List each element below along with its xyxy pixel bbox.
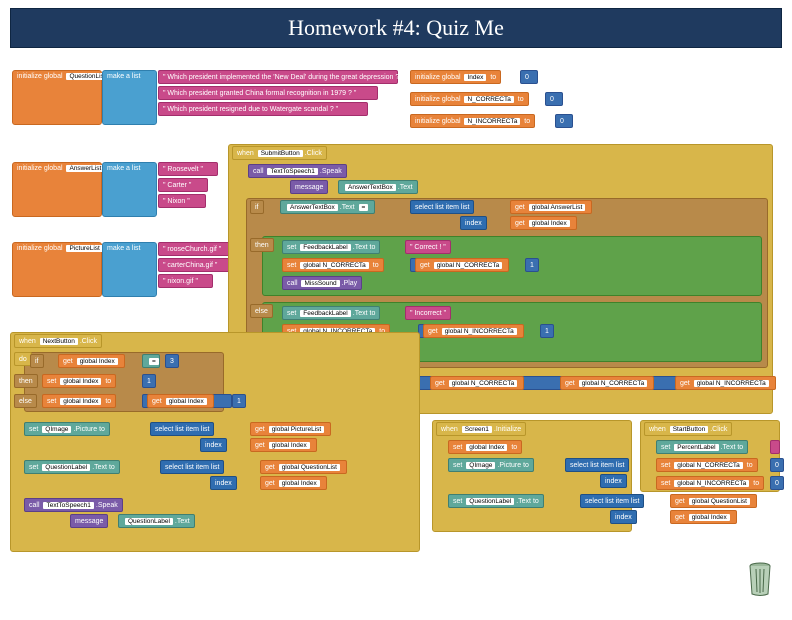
set-ncorrect[interactable]: set global N_CORRECTa to bbox=[282, 258, 384, 272]
answer-3[interactable]: " Nixon " bbox=[158, 194, 206, 208]
when-start[interactable]: when StartButton.Click bbox=[644, 422, 732, 436]
init-index[interactable]: initialize global Index to bbox=[410, 70, 501, 84]
next-if[interactable]: if bbox=[30, 354, 44, 368]
set-index-init[interactable]: set global Index to bbox=[448, 440, 522, 454]
init-get-q[interactable]: get global QuestionList bbox=[670, 494, 757, 508]
question-item-2[interactable]: " Which president granted China formal r… bbox=[158, 86, 378, 100]
select-qlist[interactable]: select list item list bbox=[160, 460, 224, 474]
correct-text[interactable]: " Correct ! " bbox=[405, 240, 451, 254]
plus-one[interactable]: 1 bbox=[525, 258, 539, 272]
get-ncorrect[interactable]: get global N_CORRECTa bbox=[415, 258, 509, 272]
next-then: then bbox=[14, 374, 38, 388]
get-ncorrect-pct[interactable]: get global N_CORRECTa bbox=[430, 376, 524, 390]
incorrect-text[interactable]: " Incorrect " bbox=[405, 306, 451, 320]
one-next2[interactable]: 1 bbox=[232, 394, 246, 408]
question-item-3[interactable]: " Which president resigned due to Waterg… bbox=[158, 102, 368, 116]
set-feedback-incorrect[interactable]: set FeedbackLabel.Text to bbox=[282, 306, 380, 320]
answer-1[interactable]: " Roosevelt " bbox=[158, 162, 218, 176]
init-ncorrect[interactable]: initialize global N_CORRECTa to bbox=[410, 92, 529, 106]
title-bar: Homework #4: Quiz Me bbox=[10, 8, 782, 48]
qlist-index: index bbox=[210, 476, 237, 490]
get-nincorrect-pct[interactable]: get global N_INCORRECTa bbox=[675, 376, 776, 390]
ncorrect-val[interactable]: 0 bbox=[545, 92, 563, 106]
zero-1[interactable]: 0 bbox=[770, 458, 784, 472]
init-nincorrect[interactable]: initialize global N_INCORRECTa to bbox=[410, 114, 535, 128]
index-val[interactable]: 0 bbox=[520, 70, 538, 84]
set-percent-start[interactable]: set PercentLabel.Text to bbox=[656, 440, 748, 454]
set-ncorrect-start[interactable]: set global N_CORRECTa to bbox=[656, 458, 758, 472]
set-qlabel[interactable]: set QuestionLabel.Text to bbox=[24, 460, 120, 474]
three[interactable]: 3 bbox=[165, 354, 179, 368]
select-answerlist[interactable]: select list item list bbox=[410, 200, 474, 214]
speak-message: message bbox=[290, 180, 328, 194]
one-next[interactable]: 1 bbox=[142, 374, 156, 388]
call-misssound[interactable]: call MissSound.Play bbox=[282, 276, 362, 290]
eq-3[interactable]: = bbox=[142, 354, 160, 368]
select-piclist[interactable]: select list item list bbox=[150, 422, 214, 436]
zero-2[interactable]: 0 bbox=[770, 476, 784, 490]
plus-one-2[interactable]: 1 bbox=[540, 324, 554, 338]
make-list-answers[interactable]: make a list bbox=[102, 162, 157, 217]
set-nincorrect-start[interactable]: set global N_INCORRECTa to bbox=[656, 476, 764, 490]
when-screen-init[interactable]: when Screen1.Initialize bbox=[436, 422, 526, 436]
blank-text[interactable] bbox=[770, 440, 780, 454]
pic-1[interactable]: " rooseChurch.gif " bbox=[158, 242, 238, 256]
init-get-q-index[interactable]: get global Index bbox=[670, 510, 737, 524]
tts-message-next: message bbox=[70, 514, 108, 528]
get-index-next[interactable]: get global Index bbox=[58, 354, 125, 368]
make-list-questions[interactable]: make a list bbox=[102, 70, 157, 125]
get-qlist[interactable]: get global QuestionList bbox=[260, 460, 347, 474]
set-qlabel-init[interactable]: set QuestionLabel.Text to bbox=[448, 494, 544, 508]
else-label: else bbox=[250, 304, 273, 318]
question-item-1[interactable]: " Which president implemented the 'New D… bbox=[158, 70, 398, 84]
get-answerlist[interactable]: get global AnswerList bbox=[510, 200, 592, 214]
init-select-pic[interactable]: select list item list bbox=[565, 458, 629, 472]
init-pic-index-lbl: index bbox=[600, 474, 627, 488]
get-piclist[interactable]: get global PictureList bbox=[250, 422, 331, 436]
page-title: Homework #4: Quiz Me bbox=[288, 15, 504, 41]
call-tts-speak[interactable]: call TextToSpeech1.Speak bbox=[248, 164, 347, 178]
init-answerlist[interactable]: initialize global AnswerList to bbox=[12, 162, 102, 217]
when-submit[interactable]: when SubmitButton.Click bbox=[232, 146, 327, 160]
then-label: then bbox=[250, 238, 274, 252]
pic-3[interactable]: " nixon.gif " bbox=[158, 274, 213, 288]
qlabel-text[interactable]: QuestionLabel.Text bbox=[118, 514, 195, 528]
init-q-index-lbl: index bbox=[610, 510, 637, 524]
get-index-pic[interactable]: get global Index bbox=[250, 438, 317, 452]
answer-2[interactable]: " Carter " bbox=[158, 178, 208, 192]
piclist-index: index bbox=[200, 438, 227, 452]
when-next[interactable]: when NextButton.Click bbox=[14, 334, 102, 348]
if-block[interactable]: if bbox=[250, 200, 264, 214]
set-qimage[interactable]: set QImage.Picture to bbox=[24, 422, 110, 436]
set-index-plus[interactable]: set global Index to bbox=[42, 394, 116, 408]
nincorrect-val[interactable]: 0 bbox=[555, 114, 573, 128]
index-label: index bbox=[460, 216, 487, 230]
init-picturelist[interactable]: initialize global PictureList to bbox=[12, 242, 102, 297]
pic-2[interactable]: " carterChina.gif " bbox=[158, 258, 236, 272]
set-feedback-correct[interactable]: set FeedbackLabel.Text to bbox=[282, 240, 380, 254]
call-tts-next[interactable]: call TextToSpeech1.Speak bbox=[24, 498, 123, 512]
make-list-pictures[interactable]: make a list bbox=[102, 242, 157, 297]
get-index-plus[interactable]: get global Index bbox=[147, 394, 214, 408]
get-index[interactable]: get global Index bbox=[510, 216, 577, 230]
get-ncorrect-pct2[interactable]: get global N_CORRECTa bbox=[560, 376, 654, 390]
get-index-q[interactable]: get global Index bbox=[260, 476, 327, 490]
init-questionlist[interactable]: initialize global QuestionList to bbox=[12, 70, 102, 125]
set-qimage-init[interactable]: set QImage.Picture to bbox=[448, 458, 534, 472]
answer-textbox-text[interactable]: AnswerTextBox.Text bbox=[338, 180, 418, 194]
set-index-1[interactable]: set global Index to bbox=[42, 374, 116, 388]
init-select-q[interactable]: select list item list bbox=[580, 494, 644, 508]
blocks-canvas: initialize global QuestionList to make a… bbox=[0, 52, 792, 612]
next-else: else bbox=[14, 394, 37, 408]
get-nincorrect[interactable]: get global N_INCORRECTa bbox=[423, 324, 524, 338]
trash-icon[interactable] bbox=[746, 561, 774, 597]
if-eq[interactable]: AnswerTextBox.Text = bbox=[280, 200, 375, 214]
